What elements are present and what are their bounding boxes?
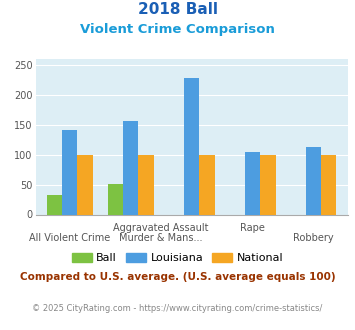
Text: Compared to U.S. average. (U.S. average equals 100): Compared to U.S. average. (U.S. average … xyxy=(20,272,335,282)
Bar xyxy=(47,195,62,214)
Bar xyxy=(62,130,77,214)
Bar xyxy=(184,78,199,214)
Text: Aggravated Assault: Aggravated Assault xyxy=(114,223,209,233)
Bar xyxy=(199,155,214,214)
Bar xyxy=(123,121,138,214)
Bar xyxy=(138,155,154,214)
Bar xyxy=(108,184,123,214)
Bar xyxy=(260,155,275,214)
Bar xyxy=(306,147,321,214)
Legend: Ball, Louisiana, National: Ball, Louisiana, National xyxy=(67,248,288,268)
Text: Murder & Mans...: Murder & Mans... xyxy=(120,233,203,243)
Text: All Violent Crime: All Violent Crime xyxy=(29,233,110,243)
Text: Rape: Rape xyxy=(240,223,265,233)
Text: Robbery: Robbery xyxy=(293,233,334,243)
Text: © 2025 CityRating.com - https://www.cityrating.com/crime-statistics/: © 2025 CityRating.com - https://www.city… xyxy=(32,304,323,313)
Bar xyxy=(245,152,260,214)
Text: Violent Crime Comparison: Violent Crime Comparison xyxy=(80,23,275,36)
Text: 2018 Ball: 2018 Ball xyxy=(137,2,218,16)
Bar xyxy=(321,155,337,214)
Bar xyxy=(77,155,93,214)
